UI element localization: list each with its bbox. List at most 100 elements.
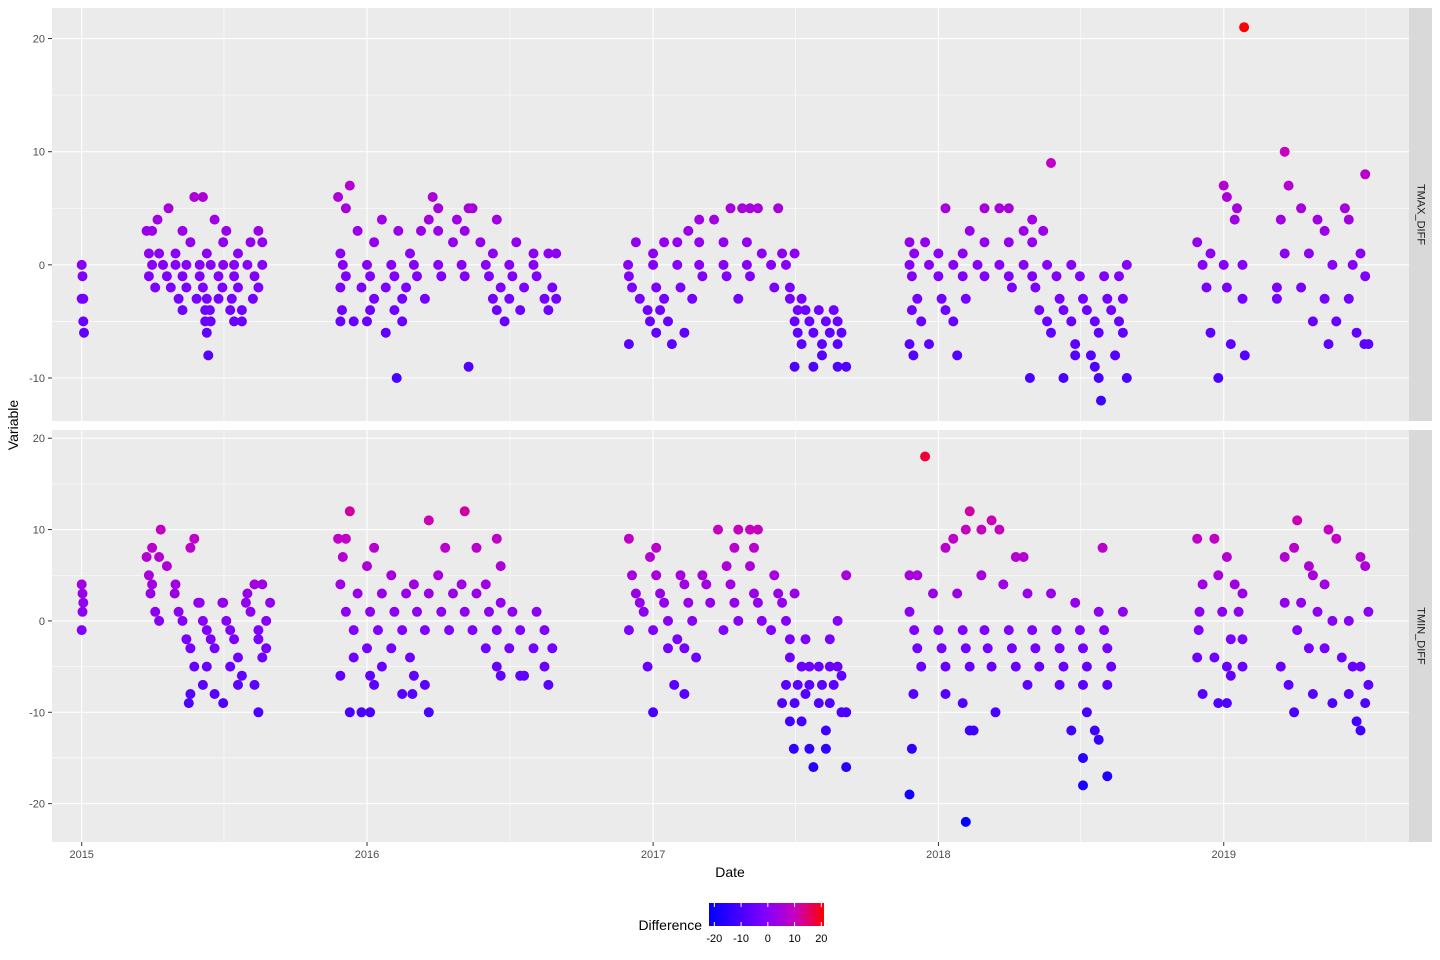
data-point <box>1336 652 1347 663</box>
data-point <box>154 615 165 626</box>
data-point <box>1289 707 1300 718</box>
data-point <box>630 237 641 248</box>
data-point <box>841 570 852 581</box>
data-point <box>405 248 415 259</box>
data-point <box>1066 259 1077 270</box>
data-point <box>651 282 662 293</box>
data-point <box>841 361 852 372</box>
data-point <box>979 237 990 248</box>
data-point <box>957 271 968 282</box>
data-point <box>672 237 683 248</box>
data-point <box>249 271 260 282</box>
data-point <box>161 271 172 282</box>
data-point <box>205 634 216 645</box>
data-point <box>1327 615 1338 626</box>
data-point <box>76 259 87 270</box>
x-tick-label: 2018 <box>926 849 950 861</box>
data-point <box>233 652 243 663</box>
data-point <box>648 248 659 259</box>
data-point <box>147 542 158 553</box>
y-tick-label: 0 <box>39 616 45 628</box>
data-point <box>1213 698 1224 709</box>
data-point <box>663 316 673 327</box>
data-point <box>1117 293 1128 304</box>
data-point <box>979 271 990 282</box>
data-point <box>964 506 975 517</box>
data-point <box>784 293 795 304</box>
data-point <box>1046 588 1056 599</box>
data-point <box>1003 625 1014 636</box>
data-point <box>475 237 486 248</box>
data-point <box>1303 248 1314 259</box>
data-point <box>634 597 645 608</box>
data-point <box>519 670 530 681</box>
data-point <box>979 625 990 636</box>
data-point <box>904 789 915 800</box>
data-point <box>77 588 88 599</box>
data-point <box>362 316 372 327</box>
data-point <box>242 588 253 599</box>
data-point <box>491 661 502 672</box>
data-point <box>205 259 216 270</box>
data-point <box>77 271 88 282</box>
data-point <box>189 661 200 672</box>
data-point <box>936 643 947 654</box>
data-point <box>836 327 847 338</box>
data-point <box>1085 350 1096 361</box>
x-axis-title: Date <box>715 864 745 880</box>
data-point <box>1081 661 1092 672</box>
data-point <box>1078 753 1088 763</box>
data-point <box>729 542 740 553</box>
data-point <box>1296 203 1307 214</box>
data-point <box>904 237 915 248</box>
data-point <box>471 588 482 599</box>
data-point <box>741 237 752 248</box>
data-point <box>998 579 1009 590</box>
data-point <box>389 305 400 316</box>
data-point <box>808 361 819 372</box>
data-point <box>491 214 502 225</box>
data-point <box>1070 597 1081 608</box>
data-point <box>185 237 196 248</box>
data-point <box>1058 373 1069 383</box>
data-point <box>459 271 470 282</box>
data-point <box>808 327 819 338</box>
data-point <box>1022 679 1033 690</box>
data-point <box>436 606 447 617</box>
data-point <box>1360 561 1371 572</box>
data-point <box>335 316 346 327</box>
data-point <box>158 259 168 270</box>
data-point <box>627 282 637 293</box>
data-point <box>1066 725 1077 736</box>
data-point <box>240 597 251 608</box>
data-point <box>528 259 539 270</box>
x-tick-label: 2016 <box>355 849 379 861</box>
data-point <box>1010 552 1021 562</box>
data-point <box>1271 282 1282 293</box>
data-point <box>225 661 236 672</box>
data-point <box>789 361 800 372</box>
data-point <box>792 679 803 690</box>
data-point <box>440 542 451 553</box>
data-point <box>1027 271 1038 282</box>
data-point <box>1102 643 1113 654</box>
data-point <box>1221 552 1232 562</box>
data-point <box>1239 22 1250 33</box>
data-point <box>651 327 662 338</box>
data-point <box>551 248 562 259</box>
data-point <box>1327 259 1338 270</box>
data-point <box>189 192 200 202</box>
data-point <box>745 271 755 282</box>
data-point <box>1093 327 1104 338</box>
data-point <box>177 271 188 282</box>
data-point <box>1093 734 1104 745</box>
data-point <box>1343 214 1354 225</box>
data-point <box>1339 203 1350 214</box>
data-point <box>471 542 482 553</box>
data-point <box>337 259 348 270</box>
data-point <box>655 588 666 599</box>
data-point <box>752 597 763 608</box>
data-point <box>924 259 934 270</box>
data-point <box>201 625 212 636</box>
data-point <box>236 305 247 316</box>
